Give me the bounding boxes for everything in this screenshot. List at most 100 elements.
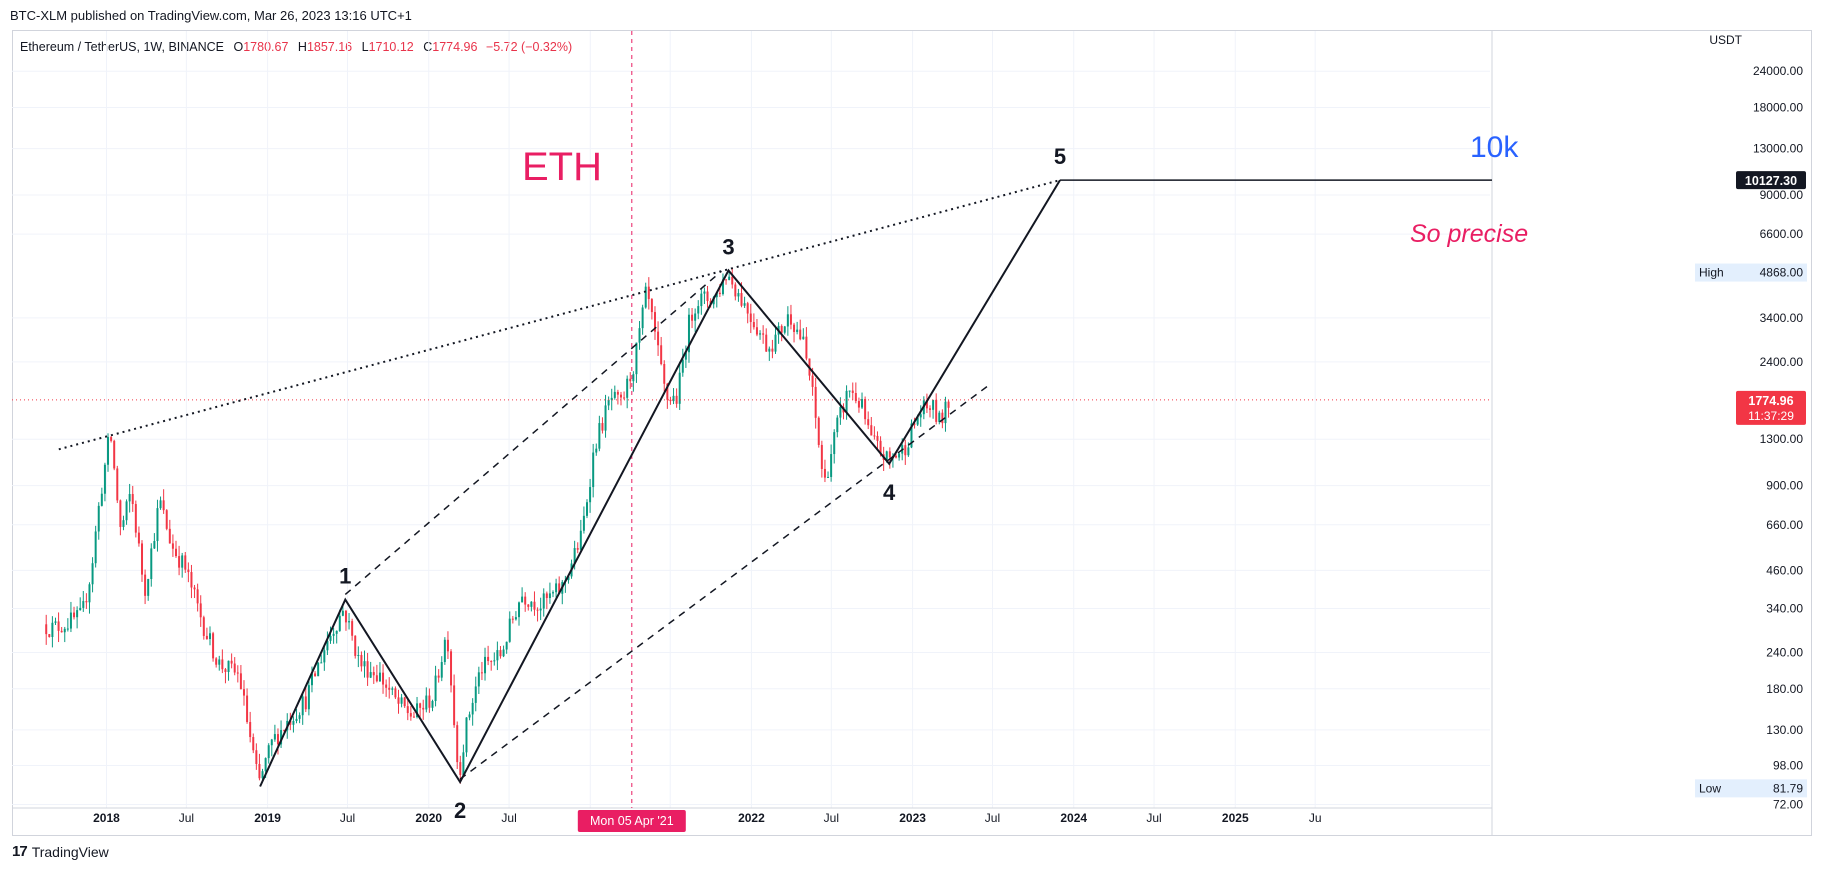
candle — [375, 664, 378, 683]
candle-body — [660, 345, 663, 365]
candle-body — [480, 672, 483, 674]
candle-body — [66, 628, 69, 630]
candle — [119, 499, 122, 536]
candle — [378, 662, 381, 683]
candle — [768, 346, 771, 361]
candle — [205, 627, 208, 640]
candle — [854, 382, 857, 404]
candle-body — [416, 703, 419, 718]
candle-body — [320, 662, 323, 664]
candle — [218, 655, 221, 671]
candle-body — [635, 342, 638, 375]
candle-body — [907, 447, 910, 456]
candle-body — [867, 419, 870, 426]
candle — [326, 631, 329, 655]
candle-body — [619, 394, 622, 398]
candle-body — [227, 660, 230, 673]
candle — [783, 325, 786, 335]
candle-body — [935, 399, 938, 422]
candle-body — [258, 763, 261, 779]
candle — [876, 431, 879, 449]
candle-body — [459, 762, 462, 775]
price-tick-label: 24000.00 — [1753, 64, 1803, 78]
candle — [363, 650, 366, 678]
candle — [357, 646, 360, 668]
candle-body — [613, 391, 616, 398]
candle-body — [833, 432, 836, 455]
candle — [545, 591, 548, 610]
candle-body — [536, 609, 539, 611]
candle-body — [230, 660, 233, 664]
candle — [422, 699, 425, 720]
candle — [82, 590, 85, 612]
candle — [246, 688, 249, 724]
close-value: 1774.96 — [432, 40, 478, 54]
candle — [576, 542, 579, 554]
candle-body — [400, 697, 403, 704]
low-badge-value: 81.79 — [1773, 781, 1803, 795]
candle — [780, 324, 783, 342]
candle-body — [236, 672, 239, 674]
candle — [601, 417, 604, 434]
candle-body — [378, 672, 381, 682]
candle-body — [885, 451, 888, 460]
candle — [360, 651, 363, 672]
candle-body — [873, 435, 876, 437]
candle — [703, 287, 706, 305]
candle — [499, 646, 502, 659]
candle — [54, 617, 57, 626]
candle — [771, 339, 774, 359]
candle — [202, 615, 205, 640]
candle-body — [357, 654, 360, 656]
candle — [873, 426, 876, 440]
candle-body — [511, 618, 514, 620]
candle-body — [382, 672, 385, 685]
candles — [45, 267, 950, 784]
candle-body — [468, 714, 471, 718]
candle — [799, 319, 802, 341]
last-price-badge-value: 1774.96 — [1748, 394, 1793, 408]
candle — [947, 399, 950, 418]
candle-body — [134, 504, 137, 533]
candle-body — [422, 707, 425, 710]
candle — [187, 562, 190, 583]
candle-body — [477, 672, 480, 687]
candle — [672, 388, 675, 405]
candle-body — [657, 331, 660, 346]
candle — [57, 612, 60, 643]
candle — [453, 674, 456, 728]
candle — [555, 578, 558, 598]
low-label: L — [361, 40, 369, 54]
candle-body — [502, 649, 505, 657]
grid-lines — [12, 31, 1490, 808]
candle — [610, 388, 613, 411]
candle-body — [128, 494, 131, 502]
candle-body — [700, 293, 703, 307]
candle-body — [898, 453, 901, 458]
candle-body — [796, 329, 799, 332]
candle — [178, 545, 181, 576]
candle — [496, 641, 499, 671]
candle — [864, 396, 867, 425]
candle — [320, 654, 323, 664]
symbol-legend: Ethereum / TetherUS, 1W, BINANCE O1780.6… — [20, 40, 572, 54]
candle — [434, 665, 437, 707]
candle-body — [317, 662, 320, 677]
candle — [697, 300, 700, 320]
candle-body — [925, 400, 928, 409]
time-tick-label: 2022 — [738, 811, 765, 825]
candle — [678, 361, 681, 410]
candle-body — [666, 383, 669, 400]
candle — [533, 591, 536, 616]
candle — [817, 416, 820, 448]
candle — [397, 689, 400, 714]
price-tick-label: 660.00 — [1766, 518, 1803, 532]
candle-body — [425, 695, 428, 710]
price-tick-label: 3400.00 — [1760, 311, 1804, 325]
candle — [487, 645, 490, 666]
candle-body — [629, 378, 632, 382]
crosshair-date-text: Mon 05 Apr '21 — [590, 814, 674, 828]
candle — [663, 360, 666, 392]
candle — [598, 415, 601, 452]
